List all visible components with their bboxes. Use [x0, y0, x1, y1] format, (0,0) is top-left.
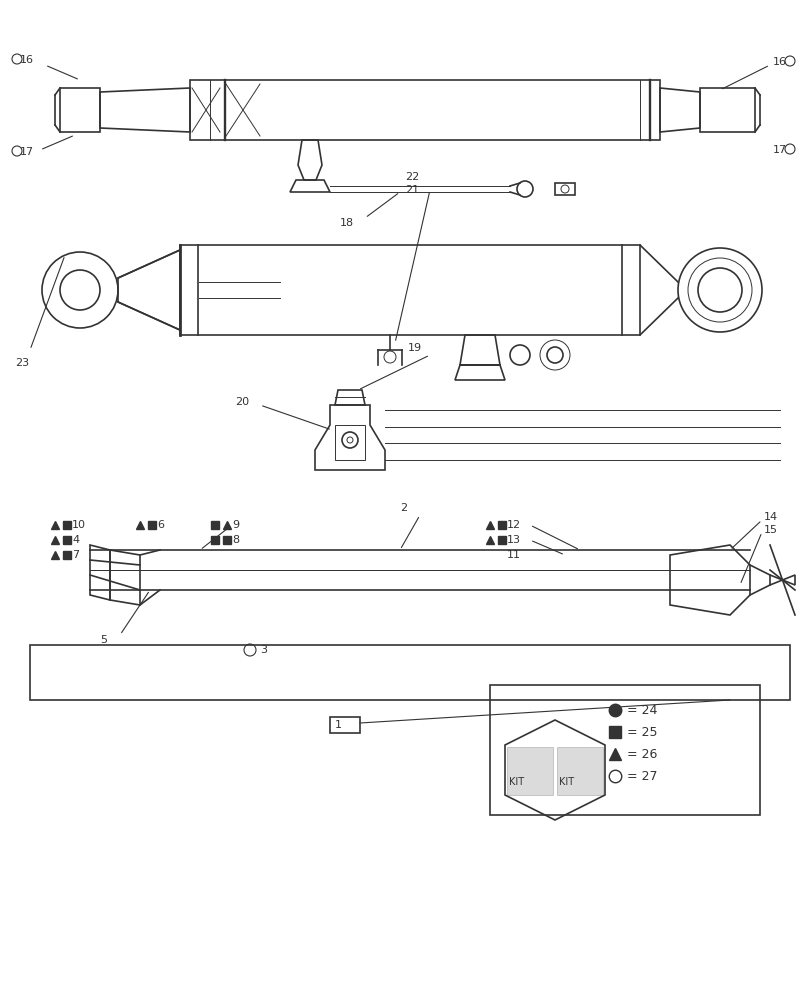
Text: 11: 11 — [506, 550, 521, 560]
Text: 2: 2 — [400, 503, 406, 513]
Text: 1: 1 — [334, 720, 341, 730]
Text: 3: 3 — [260, 645, 267, 655]
Text: = 24: = 24 — [626, 704, 657, 716]
Text: 14: 14 — [763, 512, 777, 522]
Polygon shape — [506, 747, 552, 795]
Text: 7: 7 — [72, 550, 79, 560]
Text: 13: 13 — [506, 535, 521, 545]
Text: 20: 20 — [234, 397, 249, 407]
Text: = 25: = 25 — [626, 725, 657, 738]
Text: 18: 18 — [340, 218, 354, 228]
Text: 21: 21 — [405, 185, 418, 195]
Text: 17: 17 — [772, 145, 786, 155]
Text: = 27: = 27 — [626, 770, 657, 782]
Text: 15: 15 — [763, 525, 777, 535]
Text: 19: 19 — [407, 343, 422, 353]
Text: 22: 22 — [405, 172, 418, 182]
Text: 17: 17 — [20, 147, 34, 157]
Text: 12: 12 — [506, 520, 521, 530]
Text: 16: 16 — [20, 55, 34, 65]
Text: = 26: = 26 — [626, 747, 657, 760]
Text: 8: 8 — [232, 535, 238, 545]
Text: 4: 4 — [72, 535, 79, 545]
Text: 9: 9 — [232, 520, 238, 530]
Polygon shape — [556, 747, 603, 795]
Text: 6: 6 — [157, 520, 164, 530]
Text: 10: 10 — [72, 520, 86, 530]
Text: 23: 23 — [15, 358, 29, 368]
Text: 5: 5 — [100, 635, 107, 645]
Text: KIT: KIT — [508, 777, 524, 787]
Text: KIT: KIT — [559, 777, 574, 787]
Text: 16: 16 — [772, 57, 786, 67]
